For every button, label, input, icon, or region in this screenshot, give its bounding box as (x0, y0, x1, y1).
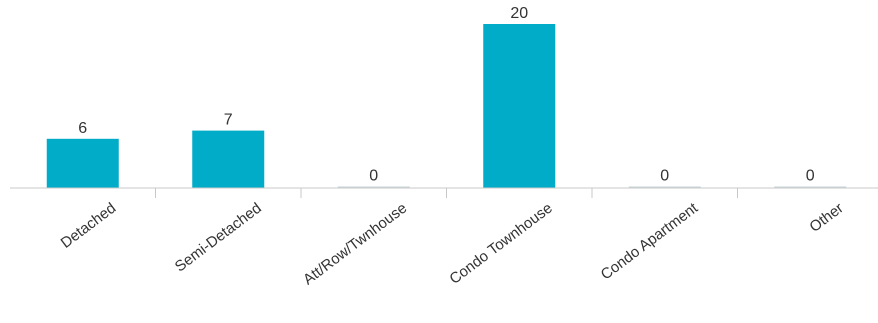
x-tick-label-condo-townhouse: Condo Townhouse (446, 200, 555, 288)
x-tick-label-att-row-twnhouse: Att/Row/Twnhouse (300, 200, 410, 289)
bar-condo-apartment (628, 186, 701, 188)
x-tick-label-semi-detached: Semi-Detached (172, 200, 265, 276)
value-labels-group: 6 7 0 20 0 0 (78, 5, 815, 185)
bar-other (774, 186, 847, 188)
bar-condo-townhouse (483, 24, 556, 188)
bar-semi-detached (192, 130, 265, 188)
x-tick-label-other: Other (806, 200, 846, 236)
x-tick-label-detached: Detached (58, 200, 120, 252)
x-axis-ticks-group (155, 188, 738, 198)
bars-group (46, 24, 847, 188)
value-label-att-row-twnhouse: 0 (369, 168, 378, 185)
value-label-other: 0 (806, 168, 815, 185)
value-label-detached: 6 (78, 120, 87, 137)
value-label-condo-apartment: 0 (660, 168, 669, 185)
value-label-semi-detached: 7 (224, 112, 233, 129)
bar-detached (46, 138, 119, 188)
bar-att-row-twnhouse (337, 186, 410, 188)
x-tick-label-condo-apartment: Condo Apartment (598, 199, 702, 283)
x-axis-tick-labels-group: Detached Semi-Detached Att/Row/Twnhouse Con… (58, 199, 847, 288)
value-label-condo-townhouse: 20 (510, 5, 528, 22)
